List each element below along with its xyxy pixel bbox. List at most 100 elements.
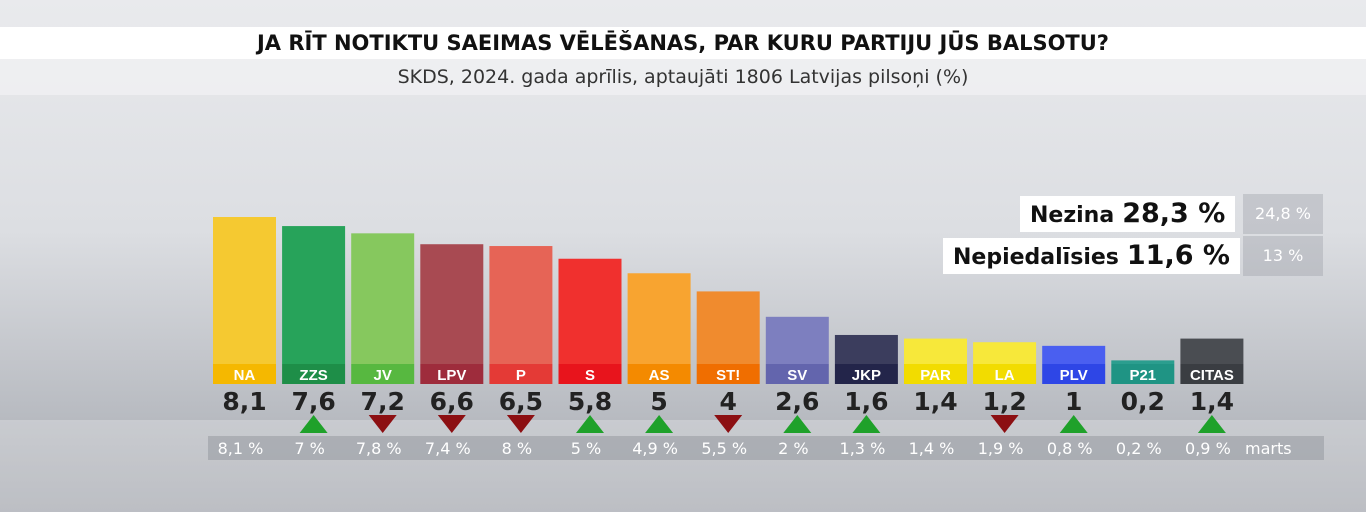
value-label-as: 5: [650, 387, 667, 416]
previous-value-jkp: 1,3 %: [840, 439, 886, 458]
category-label-plv: PLV: [1060, 367, 1088, 384]
down-arrow-icon: [714, 415, 743, 433]
previous-strip: [208, 436, 1324, 460]
previous-value-zzs: 7 %: [294, 439, 324, 458]
up-arrow-icon: [1197, 415, 1226, 433]
bar-label-bg-s: [558, 364, 622, 384]
category-label-lpv: LPV: [437, 367, 466, 384]
up-arrow-icon: [783, 415, 812, 433]
background-stripe: [0, 420, 1366, 512]
undecided-box: Nezina 28,3 %: [1020, 196, 1236, 232]
value-label-par: 1,4: [913, 387, 957, 416]
bar-citas: [1180, 338, 1244, 364]
up-arrow-icon: [645, 415, 674, 433]
value-label-lpv: 6,6: [430, 387, 474, 416]
bar-label-bg-sv: [765, 364, 829, 384]
value-label-sv: 2,6: [775, 387, 819, 416]
previous-value-par: 1,4 %: [909, 439, 955, 458]
bar-st: [696, 291, 760, 364]
previous-value-s: 5 %: [571, 439, 601, 458]
down-arrow-icon: [506, 415, 535, 433]
bar-label-bg-jkp: [834, 364, 898, 384]
bar-label-bg-la: [973, 364, 1037, 384]
undecided-previous: 24,8 %: [1243, 194, 1323, 234]
category-label-zzs: ZZS: [299, 367, 327, 384]
up-arrow-icon: [852, 415, 881, 433]
undecided-label: Nezina: [1030, 203, 1115, 228]
bar-label-bg-st: [696, 364, 760, 384]
category-label-na: NA: [234, 367, 256, 384]
value-label-p21: 0,2: [1121, 387, 1165, 416]
chart-title: JA RĪT NOTIKTU SAEIMAS VĒLĒŠANAS, PAR KU…: [0, 27, 1366, 59]
previous-value-lpv: 7,4 %: [425, 439, 471, 458]
bar-label-bg-par: [904, 364, 967, 384]
category-label-p: P: [516, 367, 526, 384]
bar-label-bg-plv: [1042, 364, 1106, 384]
bar-label-bg-p21: [1111, 364, 1175, 384]
category-label-jkp: JKP: [852, 367, 881, 384]
value-label-jv: 7,2: [361, 387, 405, 416]
category-label-st: ST!: [716, 367, 740, 384]
previous-value-p21: 0,2 %: [1116, 439, 1162, 458]
up-arrow-icon: [1059, 415, 1088, 433]
value-label-citas: 1,4: [1190, 387, 1234, 416]
down-arrow-icon: [368, 415, 397, 433]
bar-label-bg-lpv: [420, 364, 484, 384]
value-label-na: 8,1: [222, 387, 266, 416]
bar-label-bg-jv: [351, 364, 415, 384]
bar-na: [213, 217, 276, 364]
chart-subtitle: SKDS, 2024. gada aprīlis, aptaujāti 1806…: [0, 59, 1366, 95]
value-label-plv: 1: [1065, 387, 1082, 416]
bar-label-bg-na: [213, 364, 276, 384]
category-label-citas: CITAS: [1190, 367, 1234, 384]
previous-value-as: 4,9 %: [632, 439, 678, 458]
down-arrow-icon: [990, 415, 1019, 433]
category-label-p21: P21: [1129, 367, 1156, 384]
category-label-jv: JV: [374, 367, 392, 384]
bar-p: [489, 246, 553, 364]
value-label-la: 1,2: [982, 387, 1026, 416]
previous-value-na: 8,1 %: [218, 439, 264, 458]
nonvoting-value: 11,6 %: [1126, 240, 1230, 271]
category-label-s: S: [585, 367, 595, 384]
bar-label-bg-citas: [1180, 364, 1244, 384]
bar-label-bg-zzs: [282, 364, 346, 384]
category-label-as: AS: [649, 367, 670, 384]
previous-value-st: 5,5 %: [701, 439, 747, 458]
bar-lpv: [420, 244, 484, 364]
previous-value-sv: 2 %: [778, 439, 808, 458]
value-label-s: 5,8: [568, 387, 612, 416]
value-label-p: 6,5: [499, 387, 543, 416]
category-label-la: LA: [995, 367, 1015, 384]
bar-s: [558, 258, 622, 364]
previous-value-p: 8 %: [502, 439, 532, 458]
nonvoting-label: Nepiedalīsies: [953, 245, 1119, 270]
nonvoting-box: Nepiedalīsies 11,6 %: [943, 238, 1240, 274]
previous-value-citas: 0,9 %: [1185, 439, 1231, 458]
bar-jv: [351, 233, 415, 364]
value-label-jkp: 1,6: [844, 387, 888, 416]
nonvoting-previous: 13 %: [1243, 236, 1323, 276]
bar-sv: [765, 316, 829, 364]
bar-as: [627, 273, 691, 364]
value-label-zzs: 7,6: [291, 387, 335, 416]
category-label-sv: SV: [787, 367, 807, 384]
bar-p21: [1111, 360, 1175, 364]
previous-value-la: 1,9 %: [978, 439, 1024, 458]
value-label-st: 4: [719, 387, 736, 416]
bar-label-bg-p: [489, 364, 553, 384]
bar-zzs: [282, 226, 346, 364]
down-arrow-icon: [437, 415, 466, 433]
undecided-value: 28,3 %: [1122, 198, 1226, 229]
previous-value-plv: 0,8 %: [1047, 439, 1093, 458]
bar-par: [904, 338, 967, 364]
bar-label-bg-as: [627, 364, 691, 384]
previous-value-jv: 7,8 %: [356, 439, 402, 458]
category-label-par: PAR: [920, 367, 951, 384]
bar-la: [973, 342, 1037, 364]
bar-plv: [1042, 345, 1106, 364]
bar-jkp: [834, 334, 898, 364]
previous-period-label: marts: [1245, 439, 1292, 458]
up-arrow-icon: [299, 415, 328, 433]
